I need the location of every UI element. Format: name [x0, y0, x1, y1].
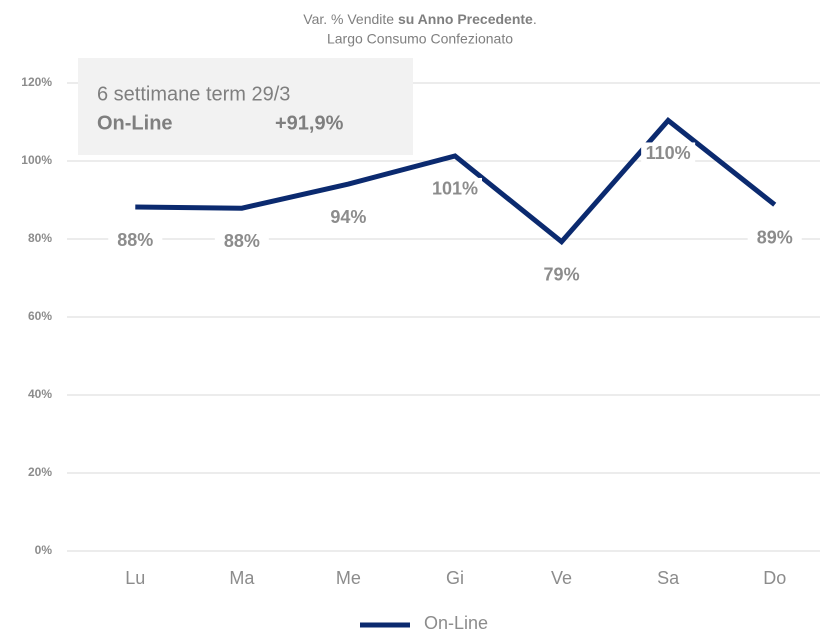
y-tick-label: 80% — [28, 231, 52, 245]
y-tick-label: 120% — [21, 75, 52, 89]
data-label-bg — [534, 263, 589, 288]
x-tick-label: Ma — [229, 568, 255, 588]
data-label-bg — [214, 230, 269, 255]
data-label-bg — [428, 177, 482, 202]
x-tick-label: Do — [763, 568, 786, 588]
data-label-bg — [747, 226, 802, 251]
data-label: 110% — [646, 143, 691, 163]
data-label: 94% — [330, 207, 366, 227]
data-label: 89% — [757, 227, 793, 247]
data-label: 101% — [432, 179, 478, 199]
y-tick-label: 20% — [28, 465, 52, 479]
annotation-line: 6 settimane term 29/3 — [97, 83, 290, 105]
x-tick-label: Me — [336, 568, 361, 588]
y-tick-label: 60% — [28, 309, 52, 323]
annotation-box — [78, 58, 413, 155]
title-bold: su Anno Precedente — [398, 11, 533, 27]
x-tick-label: Sa — [657, 568, 680, 588]
data-label: 88% — [117, 230, 153, 250]
y-tick-label: 100% — [21, 153, 52, 167]
y-tick-label: 0% — [35, 543, 53, 557]
chart-subtitle: Largo Consumo Confezionato — [327, 31, 513, 47]
data-label-bg — [321, 206, 376, 231]
x-tick-label: Ve — [551, 568, 572, 588]
data-label-bg — [641, 142, 696, 167]
title-text: Var. % Vendite — [303, 11, 394, 27]
data-label-bg — [108, 229, 163, 254]
data-label: 88% — [224, 231, 260, 251]
x-tick-label: Gi — [446, 568, 464, 588]
legend-label: On-Line — [424, 613, 488, 633]
annotation-value: +91,9% — [275, 112, 344, 134]
y-tick-label: 40% — [28, 387, 52, 401]
series-line — [135, 117, 777, 246]
chart-title: Var. % Vendite su Anno Precedente. — [303, 11, 536, 27]
x-tick-label: Lu — [125, 568, 145, 588]
annotation-name: On-Line — [97, 112, 173, 134]
data-label: 79% — [544, 264, 580, 284]
title-end: . — [533, 11, 537, 27]
